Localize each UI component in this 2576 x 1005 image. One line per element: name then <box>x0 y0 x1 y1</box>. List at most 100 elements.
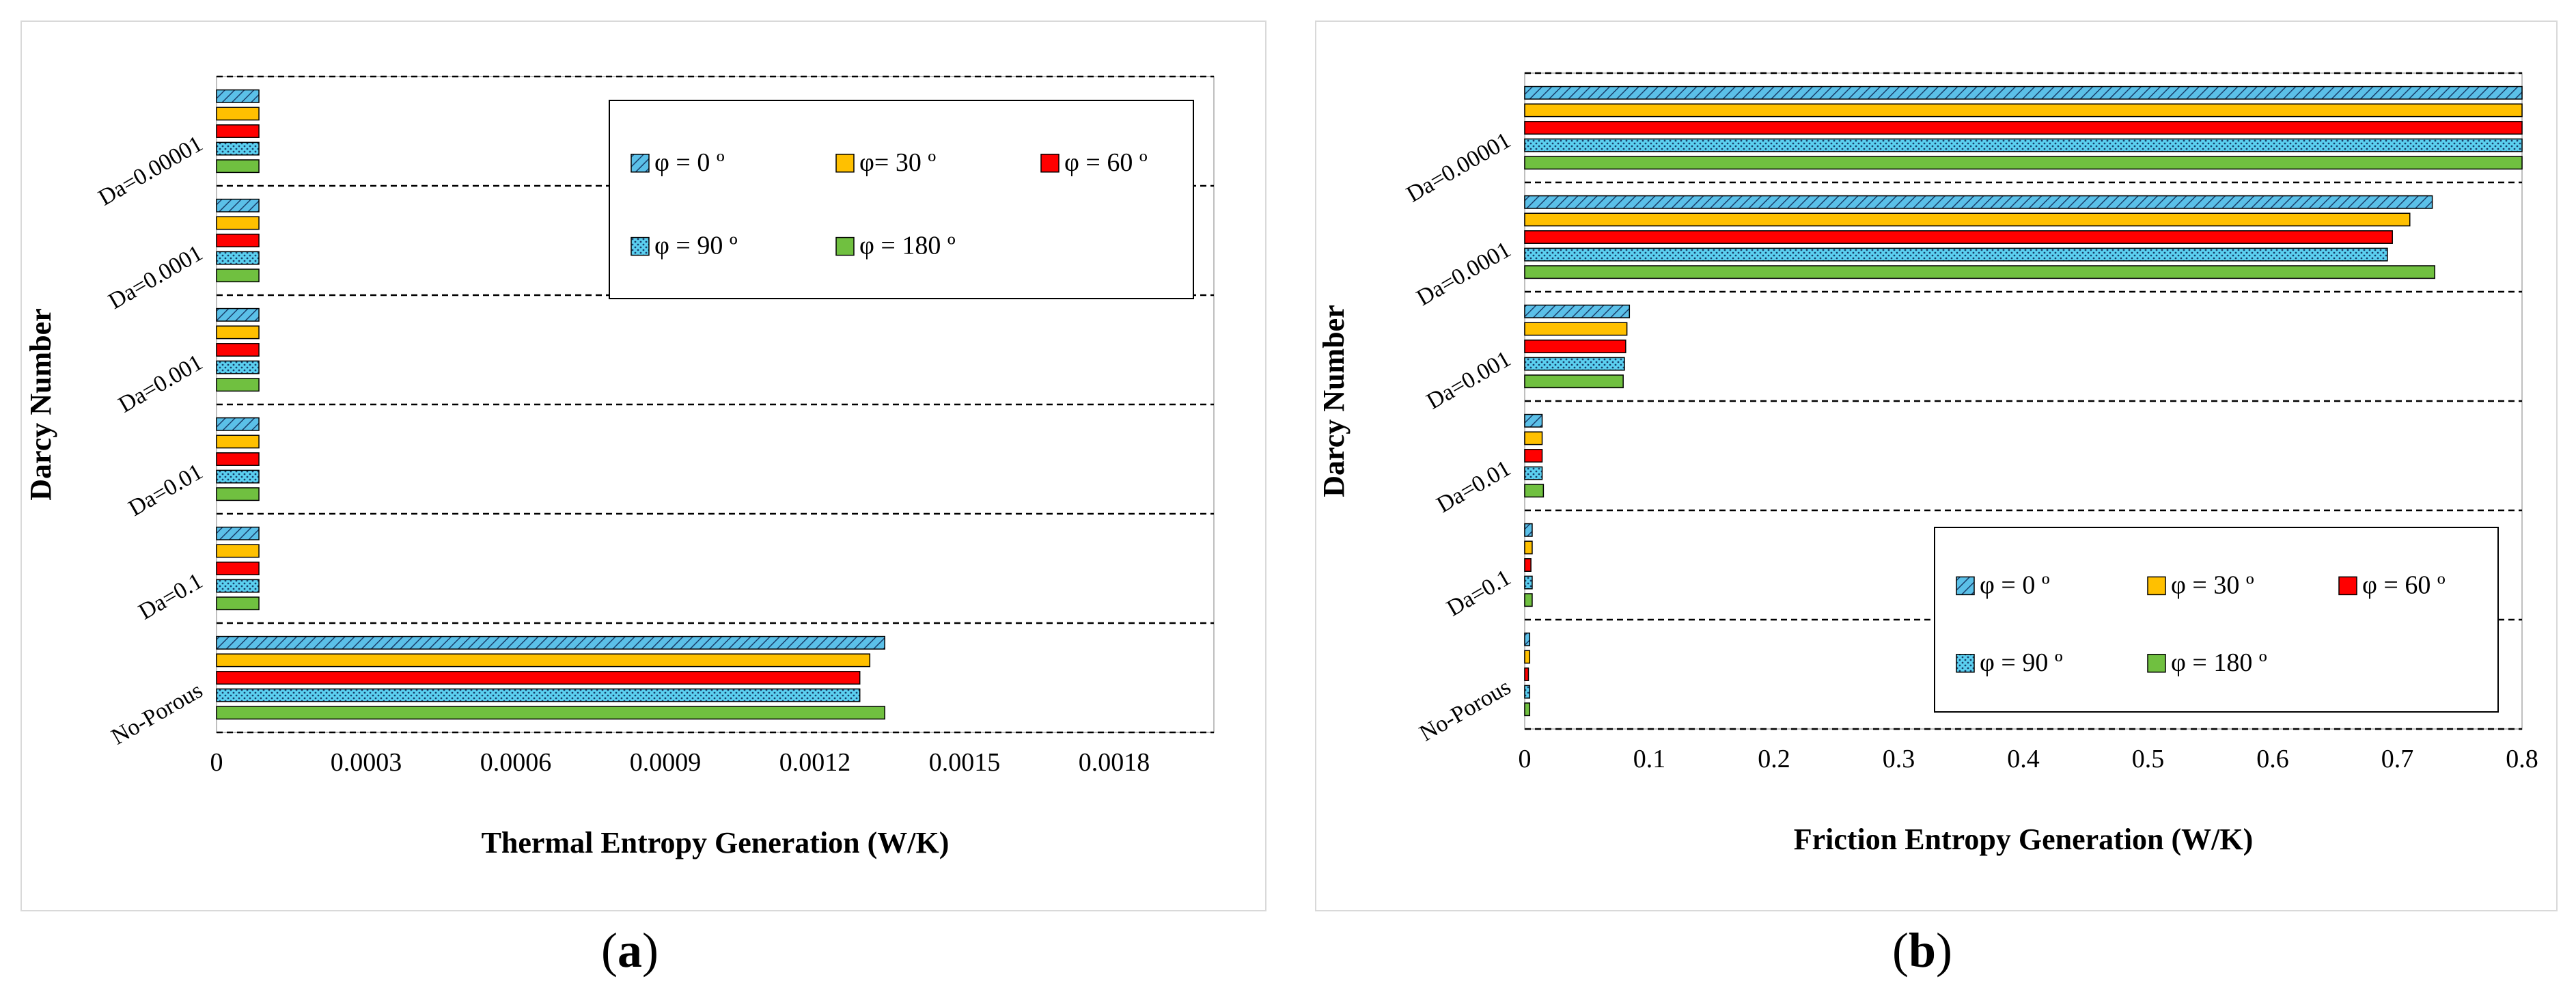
legend-entry: φ = 180 º <box>2171 648 2267 677</box>
bar-da-0-00001-series-0 <box>1524 85 2523 100</box>
bar-da-0-01-series-0 <box>216 417 260 431</box>
legend-swatch <box>1956 576 1975 596</box>
bar-da-0-01-series-1 <box>216 435 260 449</box>
y-category-label: Da=0.0001 <box>1413 237 1515 311</box>
x-tick-label: 0.0012 <box>779 748 851 777</box>
bar-da-0-01-series-3 <box>1524 466 1543 480</box>
x-tick-label: 0.0006 <box>480 748 552 777</box>
y-category-label: Da=0.1 <box>135 568 207 625</box>
y-axis-label: Darcy Number <box>1317 305 1351 497</box>
thermal-entropy-chart: 0 0.0003 0.0006 0.0009 0.0012 0.0015 0.0018 Da=… <box>24 75 1215 859</box>
legend-swatch <box>835 236 855 256</box>
bar-da-0-0001-series-4 <box>216 269 260 283</box>
bar-da-0-00001-series-4 <box>216 159 260 174</box>
bar-da-0-001-series-3 <box>216 360 260 374</box>
bar-da-0-0001-series-3 <box>1524 247 2388 262</box>
bar-no-porous-series-4 <box>1524 702 1531 717</box>
x-tick-label: 0.3 <box>1883 745 1915 773</box>
y-category-label: Da=0.001 <box>1422 346 1515 415</box>
legend <box>609 100 1194 299</box>
bar-da-0-001-series-3 <box>1524 357 1625 371</box>
bar-da-0-0001-series-0 <box>216 198 260 212</box>
x-axis-label: Friction Entropy Generation (W/K) <box>1794 823 2254 856</box>
legend-swatch <box>631 236 650 256</box>
bar-no-porous-series-3 <box>216 688 861 702</box>
bar-da-0-01-series-2 <box>1524 449 1543 463</box>
legend-swatch <box>835 154 855 173</box>
bar-da-0-1-series-0 <box>1524 523 1533 537</box>
y-category-label: No-Porous <box>107 678 207 750</box>
bar-da-0-0001-series-4 <box>1524 265 2435 279</box>
bar-da-0-001-series-2 <box>1524 340 1626 353</box>
x-tick-label: 0.4 <box>2007 745 2040 773</box>
legend-swatch <box>1040 154 1060 173</box>
bar-da-0-01-series-3 <box>216 469 260 484</box>
legend-entry: φ = 60 º <box>1064 148 1148 177</box>
x-tick-label: 0.0003 <box>331 748 402 777</box>
x-tick-label: 0.5 <box>2132 745 2165 773</box>
x-tick-label: 0.2 <box>1758 745 1790 773</box>
legend-swatch <box>2147 576 2166 596</box>
bar-da-0-001-series-2 <box>216 343 260 357</box>
bar-da-0-01-series-1 <box>1524 431 1543 445</box>
bar-da-0-00001-series-2 <box>216 124 260 138</box>
bar-da-0-1-series-0 <box>216 526 260 540</box>
y-category-label: Da=0.001 <box>114 350 207 418</box>
legend-entry: φ = 180 º <box>859 232 956 260</box>
bar-da-0-01-series-4 <box>216 487 260 501</box>
bar-da-0-1-series-4 <box>216 596 260 611</box>
bar-da-0-001-series-0 <box>1524 304 1631 318</box>
panel-label-a: (a) <box>601 923 659 978</box>
bar-da-0-1-series-1 <box>216 544 260 558</box>
bar-da-0-001-series-1 <box>1524 322 1628 336</box>
bar-no-porous-series-2 <box>1524 667 1529 681</box>
bar-no-porous-series-0 <box>216 635 885 650</box>
bar-da-0-00001-series-2 <box>1524 121 2523 135</box>
x-tick-label: 0 <box>1519 745 1532 773</box>
legend-entry: φ = 60 º <box>2362 570 2446 599</box>
bar-da-0-00001-series-0 <box>216 89 260 103</box>
bar-da-0-0001-series-2 <box>216 234 260 247</box>
bar-no-porous-series-1 <box>216 653 871 667</box>
y-category-label: Da=0.01 <box>1432 456 1515 518</box>
bar-da-0-0001-series-3 <box>216 251 260 265</box>
x-axis-label: Thermal Entropy Generation (W/K) <box>482 826 950 859</box>
bar-da-0-1-series-2 <box>216 562 260 575</box>
bar-da-0-01-series-0 <box>1524 413 1543 428</box>
bar-da-0-00001-series-1 <box>216 107 260 121</box>
legend-entry: φ = 0 º <box>1980 570 2050 599</box>
x-tick-label: 0.7 <box>2381 745 2414 773</box>
bar-no-porous-series-4 <box>216 706 885 720</box>
x-tick-label: 0.0015 <box>929 748 1001 777</box>
panel-label-b: (b) <box>1892 923 1953 978</box>
y-category-label: Da=0.00001 <box>1402 128 1515 208</box>
legend-entry: φ = 0 º <box>654 148 725 177</box>
legend-swatch <box>2338 576 2357 596</box>
chart-panel-b: 0 0.1 0.2 0.3 0.4 0.5 0.6 0.7 0.8 Da=0.00001 Da=0.… <box>1315 20 2558 911</box>
chart-panel-a: 0 0.0003 0.0006 0.0009 0.0012 0.0015 0.0018 Da=… <box>20 20 1266 911</box>
legend <box>1934 527 2499 713</box>
legend-swatch <box>631 154 650 173</box>
y-category-label: Da=0.0001 <box>105 240 207 314</box>
y-category-label: No-Porous <box>1415 674 1515 747</box>
bar-da-0-0001-series-1 <box>216 216 260 230</box>
bar-da-0-001-series-4 <box>216 378 260 392</box>
legend-entry: φ = 30 º <box>2171 570 2254 599</box>
x-tick-label: 0.8 <box>2506 745 2538 773</box>
bar-no-porous-series-2 <box>216 671 861 685</box>
friction-entropy-chart: 0 0.1 0.2 0.3 0.4 0.5 0.6 0.7 0.8 Da=0.00001 Da=0.… <box>1317 72 2538 856</box>
bar-da-0-1-series-3 <box>1524 575 1533 590</box>
legend-swatch <box>1956 654 1975 673</box>
legend-entry: φ= 30 º <box>859 148 936 177</box>
x-tick-label: 0 <box>210 748 223 777</box>
y-axis-label: Darcy Number <box>24 308 57 500</box>
bar-da-0-1-series-1 <box>1524 540 1533 555</box>
bar-da-0-1-series-4 <box>1524 593 1533 607</box>
bar-da-0-00001-series-3 <box>216 141 260 156</box>
bar-da-0-1-series-2 <box>1524 558 1532 572</box>
bar-da-0-00001-series-4 <box>1524 156 2523 170</box>
bar-no-porous-series-0 <box>1524 632 1531 646</box>
y-category-label: Da=0.01 <box>124 459 207 521</box>
bar-da-0-00001-series-3 <box>1524 138 2523 152</box>
legend-entry: φ = 90 º <box>654 232 738 260</box>
